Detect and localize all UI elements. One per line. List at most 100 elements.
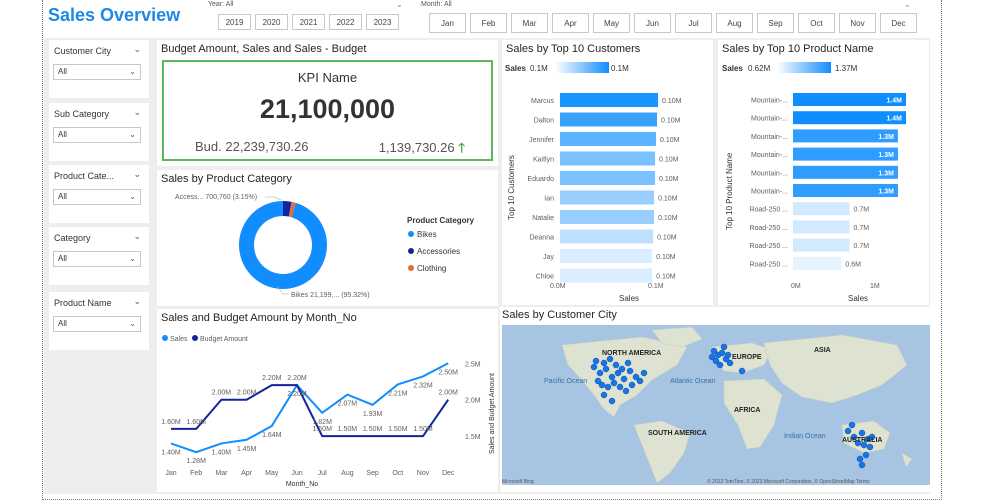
donut-chart[interactable]: Access... 700,760 (3.15%) Bikes 21,199,..… [157,186,498,304]
customer-bar[interactable] [560,249,653,263]
city-marker[interactable] [712,357,720,365]
customer-bar[interactable] [560,268,653,283]
city-marker[interactable] [606,355,614,363]
city-marker[interactable] [602,365,610,373]
chevron-down-icon[interactable]: ⌄ [133,296,141,306]
world-map[interactable]: NORTH AMERICA EUROPE ASIA Pacific Ocean Atla… [502,325,930,485]
filter-dropdown[interactable]: All ⌄ [53,127,141,143]
series-line-sales[interactable] [170,362,449,454]
customer-bar[interactable] [560,151,656,166]
filter-dropdown[interactable]: All ⌄ [53,251,141,267]
city-marker[interactable] [620,375,628,383]
city-marker[interactable] [868,433,876,441]
city-marker[interactable] [610,379,618,387]
city-marker[interactable] [626,367,634,375]
year-button-2022[interactable]: 2022 [329,14,362,30]
month-button-sep[interactable]: Sep [757,13,794,33]
kpi-card[interactable]: KPI Name 21,100,000 Bud. 22,239,730.26 1… [162,60,493,161]
city-marker[interactable] [708,353,716,361]
donut-slice-clothing[interactable] [288,201,296,218]
customer-bar[interactable] [560,190,655,205]
customer-bar[interactable] [560,171,656,185]
series-line-budget[interactable] [171,384,450,438]
customer-bar[interactable] [560,210,655,224]
city-marker[interactable] [600,391,608,399]
customer-bar[interactable] [560,93,658,107]
month-button-jul[interactable]: Jul [675,13,712,33]
product-bar[interactable] [793,220,850,234]
city-marker[interactable] [590,363,598,371]
city-marker[interactable] [860,441,868,449]
month-button-oct[interactable]: Oct [798,13,835,33]
city-marker[interactable] [726,359,734,367]
chevron-down-icon[interactable]: ⌄ [133,231,141,241]
city-marker[interactable] [710,347,718,355]
chevron-down-icon[interactable]: ⌄ [133,169,141,179]
city-marker[interactable] [866,443,874,451]
city-marker[interactable] [862,451,870,459]
city-marker[interactable] [844,427,852,435]
filter-dropdown[interactable]: All ⌄ [53,316,141,332]
line-chart[interactable]: Sales Budget Amount 1.40M 1.28M 1.40M 1.45M 1.… [157,328,498,490]
month-button-may[interactable]: May [593,13,630,33]
year-button-2021[interactable]: 2021 [292,14,325,30]
city-marker[interactable] [596,369,604,377]
customer-bar[interactable] [560,229,654,244]
city-marker[interactable] [632,373,640,381]
city-marker[interactable] [856,455,864,463]
city-marker[interactable] [616,383,624,391]
city-marker[interactable] [608,373,616,381]
product-bar[interactable] [793,165,898,179]
city-marker[interactable] [854,439,862,447]
city-marker[interactable] [594,377,602,385]
city-marker[interactable] [718,349,726,357]
city-marker[interactable] [622,387,630,395]
month-button-aug[interactable]: Aug [716,13,753,33]
city-marker[interactable] [608,397,616,405]
year-button-2020[interactable]: 2020 [255,14,288,30]
product-bar[interactable] [793,202,850,216]
product-bar[interactable] [793,256,842,270]
year-slicer-chevron-icon[interactable]: ⌄ [396,0,403,9]
customers-bar-chart[interactable]: Sales 0.1M 0.1M Marcus 0.10M Dalton 0.10M Jenni… [502,58,713,305]
chevron-down-icon[interactable]: ⌄ [133,107,141,117]
product-bar[interactable] [793,111,906,125]
products-bar-chart[interactable]: Sales 0.62M 1.37M Mountain-... 1.4M Mountain-… [718,58,929,305]
donut-slice-accessories[interactable] [283,201,292,217]
month-slicer-chevron-icon[interactable]: ⌄ [904,0,911,9]
filter-dropdown[interactable]: All ⌄ [53,189,141,205]
month-button-dec[interactable]: Dec [880,13,917,33]
city-marker[interactable] [720,343,728,351]
city-marker[interactable] [598,381,606,389]
month-button-jan[interactable]: Jan [429,13,466,33]
year-button-2019[interactable]: 2019 [218,14,251,30]
product-bar[interactable] [793,238,850,252]
product-bar[interactable] [793,184,898,197]
city-marker[interactable] [858,461,866,469]
customer-bar[interactable] [560,132,657,146]
donut-slice-bikes[interactable] [239,201,328,289]
city-marker[interactable] [724,351,732,359]
city-marker[interactable] [618,365,626,373]
month-button-jun[interactable]: Jun [634,13,671,33]
customer-bar[interactable] [560,112,658,127]
month-button-apr[interactable]: Apr [552,13,589,33]
chevron-down-icon[interactable]: ⌄ [133,44,141,54]
city-marker[interactable] [640,369,648,377]
month-button-feb[interactable]: Feb [470,13,507,33]
city-marker[interactable] [612,361,620,369]
filter-dropdown[interactable]: All ⌄ [53,64,141,80]
city-marker[interactable] [636,377,644,385]
city-marker[interactable] [600,359,608,367]
city-marker[interactable] [850,433,858,441]
city-marker[interactable] [848,421,856,429]
city-marker[interactable] [738,367,746,375]
month-button-nov[interactable]: Nov [839,13,876,33]
product-bar[interactable] [793,147,898,161]
month-button-mar[interactable]: Mar [511,13,548,33]
product-bar[interactable] [793,93,906,106]
year-button-2023[interactable]: 2023 [366,14,399,30]
city-marker[interactable] [614,369,622,377]
city-marker[interactable] [628,381,636,389]
city-marker[interactable] [624,359,632,367]
